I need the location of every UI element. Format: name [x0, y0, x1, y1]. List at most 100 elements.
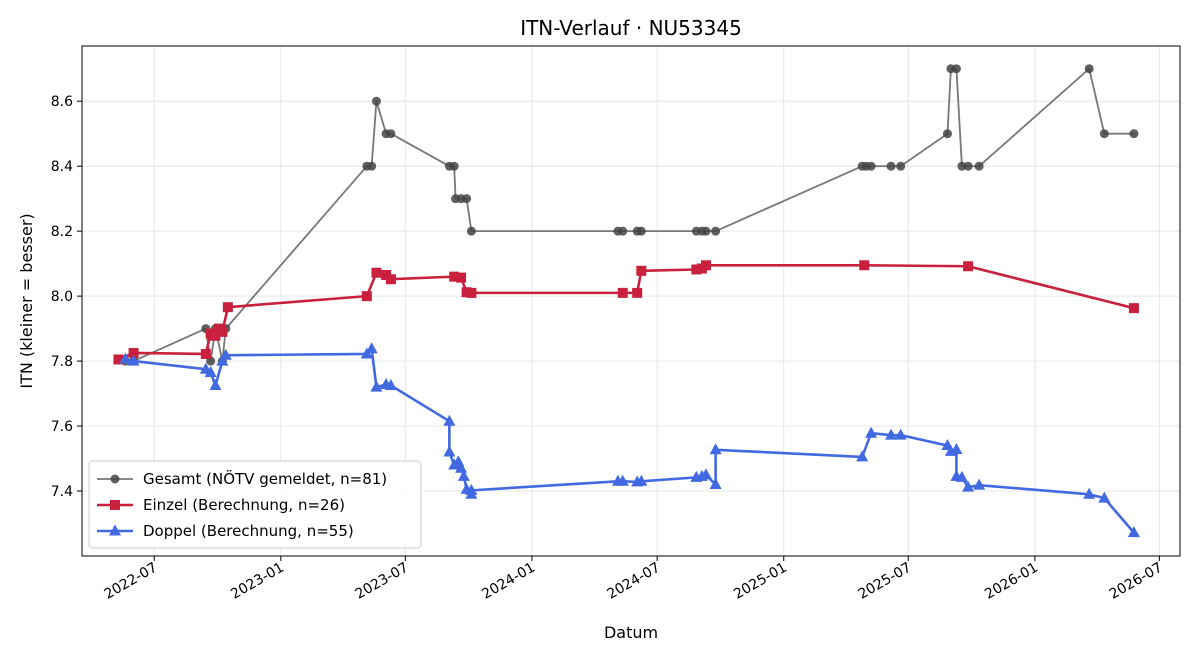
x-tick-label: 2024-07 — [604, 560, 663, 603]
data-point — [616, 474, 629, 486]
data-point — [700, 260, 711, 271]
data-point — [962, 480, 975, 492]
y-tick-label: 7.8 — [51, 354, 73, 370]
data-point — [866, 161, 876, 171]
data-point — [216, 354, 229, 366]
data-point — [1098, 491, 1111, 503]
data-point — [449, 271, 460, 282]
data-point — [204, 365, 217, 377]
data-point — [466, 226, 476, 236]
data-point — [210, 330, 221, 341]
data-point — [361, 291, 372, 302]
data-point — [113, 354, 124, 365]
data-point — [1084, 64, 1094, 74]
legend-entry-einzel: Einzel (Berechnung, n=26) — [97, 496, 345, 514]
data-point — [128, 347, 139, 358]
data-point — [386, 129, 396, 139]
legend-entry-gesamt: Gesamt (NÖTV gemeldet, n=81) — [97, 469, 387, 488]
data-point — [465, 483, 478, 495]
data-point — [449, 161, 459, 171]
x-axis: 2022-07 2023-01 2023-07 2024-01 2024-07 2025-… — [102, 556, 1166, 603]
x-tick-label: 2022-07 — [102, 560, 161, 603]
data-point — [219, 348, 232, 360]
y-tick-label: 7.6 — [51, 419, 73, 435]
chart-title: ITN-Verlauf · NU53345 — [520, 16, 742, 40]
plot-frame — [81, 45, 1181, 557]
series-einzel — [113, 260, 1139, 365]
data-point — [127, 354, 140, 366]
data-point — [951, 64, 961, 74]
y-tick-label: 8.2 — [51, 224, 73, 240]
data-point — [711, 226, 721, 236]
data-point — [462, 194, 472, 204]
data-point — [636, 226, 646, 236]
series-layer — [113, 64, 1140, 538]
data-point — [371, 267, 382, 278]
data-point — [963, 261, 974, 272]
legend-marker — [110, 474, 120, 484]
x-tick-label: 2024-01 — [479, 560, 538, 603]
x-tick-label: 2025-01 — [731, 560, 790, 603]
data-point — [955, 470, 968, 482]
legend-entry-doppel: Doppel (Berechnung, n=55) — [97, 522, 354, 540]
data-point — [957, 161, 967, 171]
data-point — [119, 352, 132, 364]
legend-box — [88, 460, 422, 549]
data-point — [856, 450, 869, 462]
data-point — [635, 474, 648, 486]
y-tick-label: 8.6 — [51, 94, 73, 110]
series-line-einzel — [117, 263, 1135, 361]
data-point — [618, 226, 628, 236]
x-axis-title: Datum — [604, 623, 658, 642]
data-point — [200, 348, 211, 359]
legend: Gesamt (NÖTV gemeldet, n=81) Einzel (Bere… — [88, 460, 422, 549]
data-point — [365, 342, 378, 354]
data-point — [1083, 487, 1096, 499]
data-point — [963, 161, 973, 171]
data-point — [1129, 129, 1139, 139]
data-point — [617, 287, 628, 298]
data-point — [443, 445, 456, 457]
data-point — [885, 428, 898, 440]
x-tick-label: 2026-07 — [1107, 560, 1166, 603]
legend-label: Gesamt (NÖTV gemeldet, n=81) — [143, 469, 387, 488]
data-point — [942, 129, 952, 139]
data-point — [371, 96, 381, 106]
legend-marker — [109, 524, 121, 536]
data-point — [894, 428, 907, 440]
data-point — [859, 260, 870, 271]
x-tick-label: 2026-01 — [982, 560, 1041, 603]
data-point — [217, 326, 228, 337]
data-point — [222, 302, 233, 313]
data-point — [457, 469, 470, 481]
data-point — [1099, 129, 1109, 139]
data-point — [896, 161, 906, 171]
data-point — [974, 161, 984, 171]
y-axis-title: ITN (kleiner = besser) — [17, 213, 36, 388]
data-point — [950, 442, 963, 454]
data-point — [632, 287, 643, 298]
data-point — [1127, 526, 1140, 538]
series-doppel — [119, 342, 1140, 538]
data-point — [973, 478, 986, 490]
legend-label: Doppel (Berechnung, n=55) — [143, 522, 354, 540]
data-point — [209, 378, 222, 390]
legend-label: Einzel (Berechnung, n=26) — [143, 496, 345, 514]
data-point — [886, 161, 896, 171]
data-point — [384, 378, 397, 390]
data-point — [455, 461, 468, 473]
data-point — [443, 414, 456, 426]
data-point — [709, 443, 722, 455]
series-gesamt — [120, 64, 1139, 366]
x-tick-label: 2023-01 — [228, 560, 287, 603]
y-tick-label: 7.4 — [51, 484, 73, 500]
data-point — [709, 478, 722, 490]
x-tick-label: 2025-07 — [856, 560, 915, 603]
y-tick-label: 8.0 — [51, 289, 73, 305]
x-tick-label: 2023-07 — [353, 560, 412, 603]
data-point — [385, 274, 396, 285]
data-point — [1128, 303, 1139, 314]
legend-marker — [110, 500, 120, 510]
y-tick-label: 8.4 — [51, 159, 73, 175]
